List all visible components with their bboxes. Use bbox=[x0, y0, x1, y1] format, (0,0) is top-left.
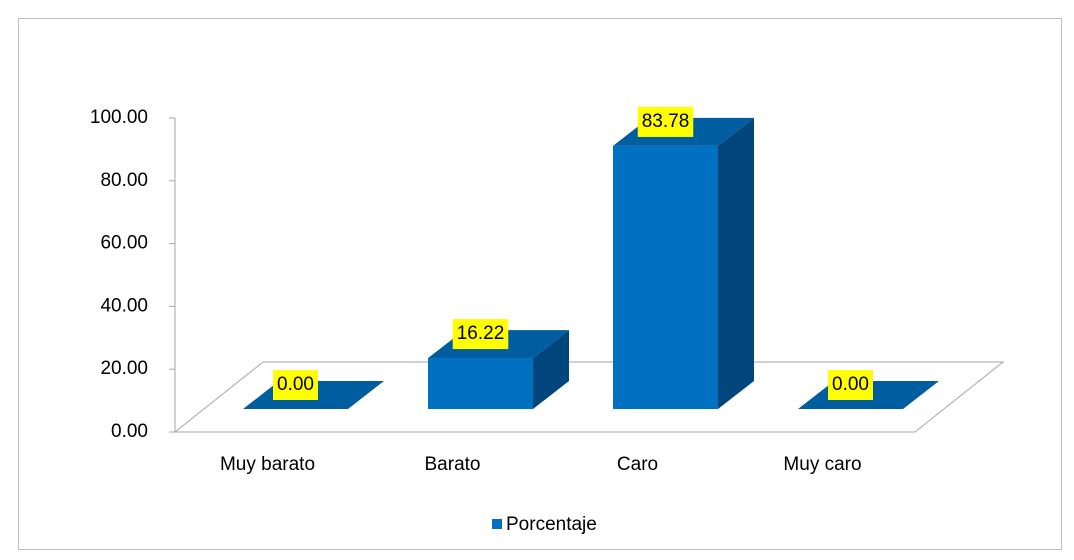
bar bbox=[613, 145, 718, 410]
data-label-box bbox=[452, 319, 509, 350]
y-tick-label: 0.00 bbox=[111, 421, 148, 442]
x-tick-label: Muy caro bbox=[783, 454, 861, 475]
bar bbox=[428, 358, 533, 409]
y-tick-label: 100.00 bbox=[90, 107, 148, 128]
y-tick-label: 60.00 bbox=[100, 233, 148, 254]
y-tick-label: 40.00 bbox=[100, 295, 148, 316]
x-tick-label: Muy barato bbox=[220, 454, 315, 475]
legend-swatch bbox=[492, 519, 502, 529]
y-tick-label: 20.00 bbox=[100, 358, 148, 379]
data-label: 83.78 bbox=[642, 111, 690, 132]
data-label-box bbox=[273, 370, 318, 400]
bar-side bbox=[718, 117, 754, 410]
legend-label: Porcentaje bbox=[506, 514, 597, 535]
floor bbox=[173, 361, 1005, 433]
data-label: 16.22 bbox=[457, 323, 505, 344]
data-label: 0.00 bbox=[832, 374, 869, 395]
chart-border bbox=[18, 18, 1062, 550]
bar-side bbox=[533, 330, 569, 409]
x-tick-label: Barato bbox=[425, 454, 481, 475]
y-tick-label: 80.00 bbox=[100, 170, 148, 191]
data-label-box bbox=[828, 370, 873, 400]
x-tick-label: Caro bbox=[617, 454, 658, 475]
data-label-box bbox=[637, 106, 694, 137]
data-label: 0.00 bbox=[277, 374, 314, 395]
